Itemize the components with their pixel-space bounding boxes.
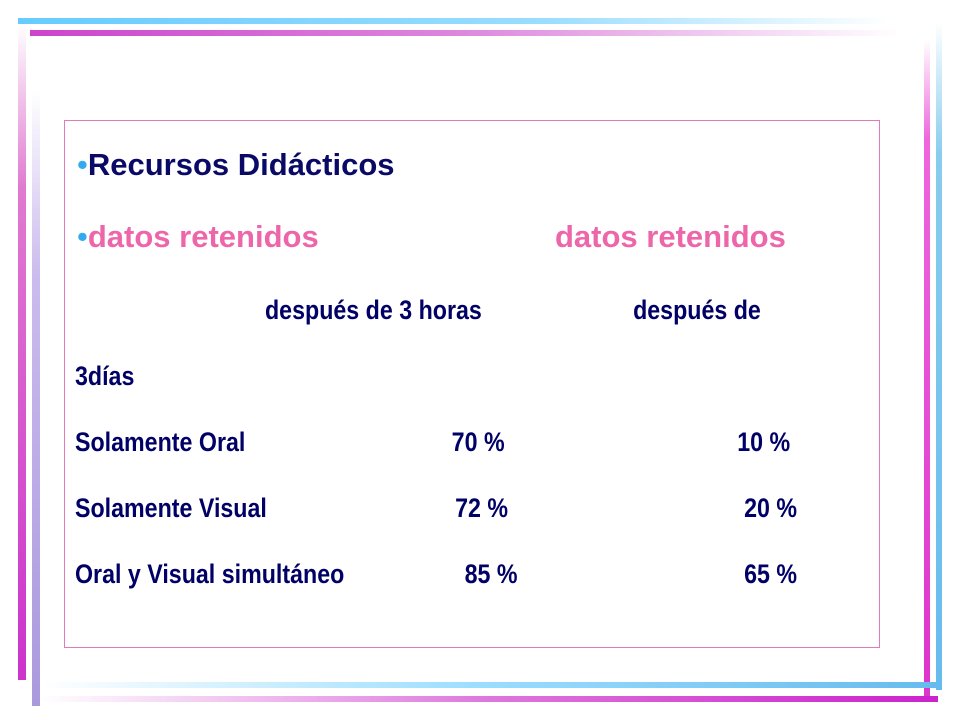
title-text: Recursos Didácticos: [87, 147, 395, 182]
slide-title: •Recursos Didácticos: [77, 147, 395, 183]
row-value-3-hours: 85 %: [464, 559, 518, 589]
table-row: Oral y Visual simultáneo 85 % 65 %: [75, 559, 797, 714]
table-row: Solamente Oral 70 % 10 %: [75, 427, 790, 582]
subheading-left: datos retenidos: [87, 219, 319, 254]
bullet-icon: •: [77, 219, 88, 254]
subheading-row: •datos retenidos datos retenidos: [77, 219, 786, 255]
frame-bar-bottom-pink: [40, 696, 938, 702]
row-label: Solamente Oral: [75, 427, 246, 457]
slide-content-box: •Recursos Didácticos •datos retenidos dat…: [64, 120, 880, 648]
frame-bar-right-pink: [924, 40, 930, 700]
column-header-3-days: después de: [633, 295, 761, 325]
column-header-continuation: 3días: [75, 361, 135, 391]
row-value-3-hours: 70 %: [451, 427, 505, 457]
column-header-3-hours: después de 3 horas: [265, 295, 482, 325]
frame-bar-right-cyan: [936, 22, 942, 690]
row-value-3-days: 10 %: [737, 427, 791, 457]
bullet-icon: •: [77, 147, 88, 182]
frame-bar-top-pink: [30, 30, 900, 36]
row-label: Oral y Visual simultáneo: [75, 559, 345, 589]
row-value-3-days: 20 %: [744, 493, 798, 523]
row-value-3-hours: 72 %: [455, 493, 509, 523]
frame-bar-left-lavender: [32, 90, 40, 706]
table-row: Solamente Visual 72 % 20 %: [75, 493, 797, 648]
frame-bar-left-pink: [18, 24, 26, 680]
row-value-3-days: 65 %: [744, 559, 798, 589]
column-header-row: después de 3 horas después de: [265, 295, 761, 419]
row-label: Solamente Visual: [75, 493, 267, 523]
frame-bar-top-cyan: [18, 18, 890, 24]
frame-bar-bottom-cyan: [40, 682, 936, 688]
subheading-right: datos retenidos: [555, 219, 786, 254]
